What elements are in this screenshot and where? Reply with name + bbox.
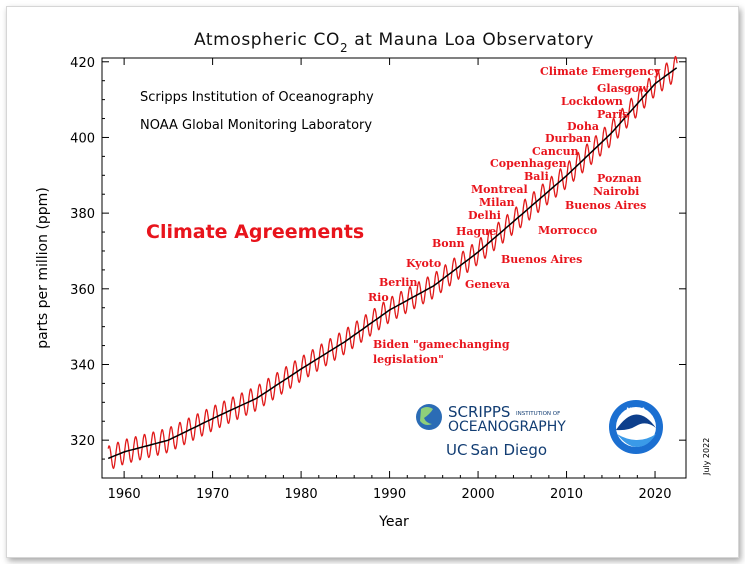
noaa-logo-inner	[616, 407, 656, 447]
noaa-bird-icon	[616, 414, 656, 431]
scripps-logo-small: INSTITUTION OF	[516, 411, 560, 417]
chart-title: Atmospheric CO2 at Mauna Loa Observatory	[194, 30, 594, 55]
label-poznan: Poznan	[597, 172, 642, 185]
noaa-wave-icon	[617, 434, 656, 447]
scripps-ucsd-logo: SCRIPPS INSTITUTION OF OCEANOGRAPHY UC Sa…	[416, 403, 566, 459]
label-copenhagen: Copenhagen	[490, 157, 567, 170]
label-nairobi: Nairobi	[593, 185, 639, 198]
y-tick-label-380: 380	[70, 207, 95, 222]
y-tick-label-360: 360	[70, 283, 95, 298]
y-tick-label-400: 400	[70, 131, 95, 146]
data-series	[107, 55, 678, 470]
label-buenos-aires-1998: Buenos Aires	[501, 253, 582, 266]
y-axis-label: parts per million (ppm)	[35, 187, 51, 349]
y-tick-label-340: 340	[70, 358, 95, 373]
label-geneva: Geneva	[465, 278, 510, 291]
agreement-labels: Rio Berlin Kyoto Bonn Hague Delhi Milan …	[368, 65, 661, 366]
scripps-logo-line2: OCEANOGRAPHY	[448, 419, 566, 435]
label-climate-emergency: Climate Emergency	[540, 65, 661, 78]
label-berlin: Berlin	[379, 276, 417, 289]
x-tick-label-1990: 1990	[373, 487, 406, 502]
label-delhi: Delhi	[468, 209, 501, 222]
x-tick-label-2000: 2000	[462, 487, 495, 502]
label-hague: Hague	[456, 225, 496, 238]
label-buenos-aires-2004: Buenos Aires	[565, 199, 646, 212]
ucsd-logo: UC San Diego	[446, 441, 547, 459]
co2-chart: Atmospheric CO2 at Mauna Loa Observatory…	[35, 30, 711, 530]
label-bali: Bali	[524, 170, 549, 183]
label-milan: Milan	[479, 196, 515, 209]
label-lockdown: Lockdown	[561, 95, 623, 108]
label-bonn: Bonn	[432, 237, 465, 250]
label-kyoto: Kyoto	[406, 257, 441, 270]
label-morrocco: Morrocco	[538, 224, 597, 237]
label-glasgow: Glasgow	[597, 82, 649, 95]
climate-agreements-heading: Climate Agreements	[146, 221, 364, 243]
noaa-logo-text: NOAA	[626, 407, 646, 414]
x-tick-label-1980: 1980	[285, 487, 318, 502]
axis-ticks: 1960 1970 1980 1990 2000 2010 2020 320 340 360 380…	[70, 56, 686, 502]
credit-noaa: NOAA Global Monitoring Laboratory	[140, 118, 372, 133]
label-montreal: Montreal	[471, 183, 528, 196]
label-biden-line1: Biden "gamechanging	[373, 338, 510, 351]
label-paris: Paris	[597, 108, 628, 121]
trend-co2-line	[107, 67, 678, 460]
date-note: July 2022	[702, 438, 711, 476]
label-biden-line2: legislation"	[373, 353, 444, 366]
label-cancun: Cancun	[532, 145, 579, 158]
x-tick-label-2020: 2020	[638, 487, 671, 502]
x-tick-label-1960: 1960	[108, 487, 141, 502]
chart-frame: Atmospheric CO2 at Mauna Loa Observatory…	[6, 6, 739, 558]
y-tick-label-320: 320	[70, 434, 95, 449]
noaa-logo: NOAA	[609, 400, 663, 454]
monthly-co2-line	[107, 55, 678, 470]
label-doha: Doha	[567, 120, 599, 133]
globe-landmass-icon	[420, 407, 433, 425]
x-axis-label: Year	[378, 514, 409, 530]
x-tick-label-1970: 1970	[196, 487, 229, 502]
y-tick-label-420: 420	[70, 56, 95, 71]
x-tick-label-2010: 2010	[550, 487, 583, 502]
label-durban: Durban	[545, 132, 591, 145]
plot-area	[101, 57, 687, 479]
label-rio: Rio	[368, 291, 389, 304]
credit-scripps: Scripps Institution of Oceanography	[140, 90, 374, 105]
scripps-logo-line1: SCRIPPS	[448, 403, 510, 421]
